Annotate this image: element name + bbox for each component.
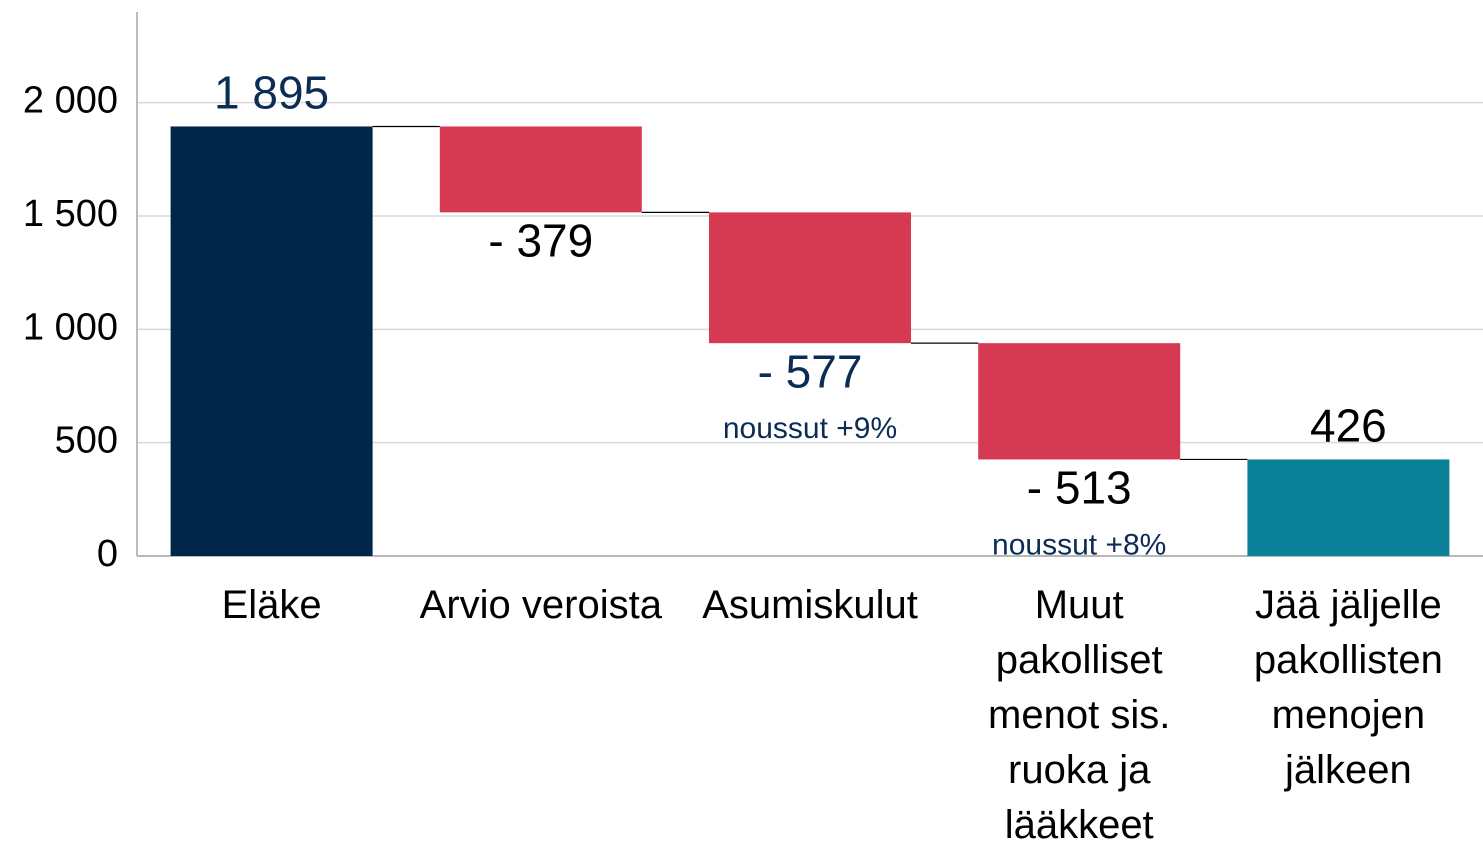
value-label: 426	[1310, 400, 1387, 452]
value-label: - 379	[488, 215, 593, 267]
value-label: - 513	[1027, 462, 1132, 514]
annotation: noussut +8%	[992, 528, 1166, 561]
y-tick-label: 2 000	[23, 80, 118, 122]
x-tick-label: Asumiskulut	[702, 583, 918, 627]
bar	[439, 126, 642, 213]
bar	[709, 212, 911, 344]
x-tick-label: Eläke	[221, 583, 322, 627]
y-tick-label: 500	[55, 420, 118, 462]
x-tick-label: Arvio veroista	[419, 583, 662, 627]
annotation: noussut +9%	[723, 412, 897, 445]
bar	[170, 126, 373, 556]
bar	[1247, 459, 1450, 556]
y-tick-label: 1 000	[23, 306, 118, 348]
value-label: 1 895	[214, 67, 329, 119]
value-label: - 577	[758, 345, 863, 397]
y-tick-label: 1 500	[23, 193, 118, 235]
bar	[978, 343, 1181, 460]
x-tick-label: Jää jäljelle pakollisten menojen jälkeen	[1253, 583, 1443, 792]
x-tick-label: Muut pakolliset menot sis. ruoka ja lääk…	[988, 583, 1171, 844]
y-tick-label: 0	[97, 533, 118, 575]
